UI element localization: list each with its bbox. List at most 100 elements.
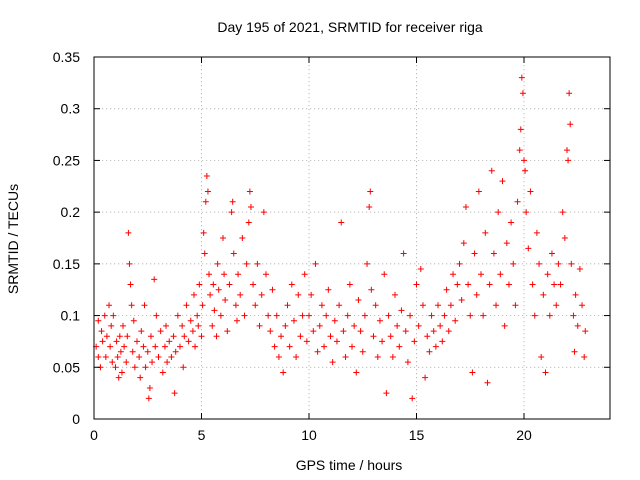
data-point	[559, 209, 566, 216]
data-point	[134, 338, 140, 345]
data-point	[118, 369, 125, 376]
data-point	[353, 369, 360, 376]
data-point	[349, 343, 355, 350]
data-point	[258, 291, 265, 298]
data-point	[130, 317, 137, 324]
data-point	[172, 348, 179, 355]
data-point	[522, 167, 529, 174]
data-point	[551, 281, 558, 288]
data-point	[121, 343, 128, 350]
data-point	[473, 291, 480, 298]
data-point	[503, 240, 510, 247]
data-point	[454, 281, 461, 288]
data-point	[409, 395, 416, 402]
data-point	[456, 260, 463, 267]
data-point	[127, 281, 134, 288]
data-point	[452, 317, 459, 324]
data-point	[499, 178, 506, 185]
data-point	[297, 333, 304, 340]
data-point	[183, 302, 190, 309]
data-point	[211, 307, 218, 314]
y-tick-label: 0.15	[53, 256, 80, 272]
data-point	[131, 364, 138, 371]
data-point	[361, 312, 368, 319]
data-point	[424, 333, 431, 340]
data-point	[478, 271, 484, 278]
data-point	[286, 343, 293, 350]
data-point	[521, 157, 527, 164]
data-point	[441, 312, 448, 319]
data-point	[95, 353, 102, 360]
x-tick-label: 20	[516, 427, 532, 443]
data-point	[447, 302, 454, 309]
data-point	[357, 328, 364, 335]
data-point	[327, 333, 334, 340]
y-tick-label: 0.25	[53, 152, 80, 168]
data-point	[260, 209, 267, 216]
data-point	[488, 167, 495, 174]
data-point	[336, 302, 343, 309]
data-point	[482, 229, 489, 236]
data-point	[290, 317, 297, 324]
data-point	[190, 291, 197, 298]
data-point	[450, 271, 457, 278]
data-point	[269, 286, 276, 293]
data-point	[232, 302, 239, 309]
data-point	[493, 302, 500, 309]
data-point	[398, 307, 405, 314]
data-point	[124, 333, 131, 340]
data-point	[581, 353, 588, 360]
data-point	[140, 343, 147, 350]
data-point	[465, 281, 472, 288]
data-point	[544, 271, 551, 278]
y-axis-label: SRMTID / TECUs	[5, 184, 21, 294]
data-point	[402, 328, 409, 335]
data-point	[510, 260, 517, 267]
y-tick-label: 0.35	[53, 49, 80, 65]
data-point	[443, 286, 450, 293]
data-point	[567, 121, 574, 128]
data-point	[95, 317, 102, 324]
data-point	[179, 322, 186, 329]
data-point	[247, 203, 254, 210]
data-point	[145, 395, 152, 402]
data-point	[241, 312, 248, 319]
data-point	[516, 147, 523, 154]
data-point	[171, 390, 178, 397]
data-point	[137, 374, 144, 381]
data-point	[200, 229, 207, 236]
data-point	[484, 379, 491, 386]
data-point	[106, 302, 113, 309]
data-point	[163, 322, 170, 329]
data-point	[102, 353, 109, 360]
data-point	[153, 312, 160, 319]
data-point	[196, 281, 203, 288]
data-point	[275, 353, 282, 360]
data-point	[415, 322, 422, 329]
data-point	[147, 333, 154, 340]
x-tick-label: 10	[301, 427, 317, 443]
data-point	[116, 333, 123, 340]
data-point	[157, 328, 164, 335]
data-point	[467, 312, 474, 319]
data-point	[495, 209, 502, 216]
data-point	[220, 235, 226, 241]
data-point	[564, 147, 570, 154]
data-point	[523, 209, 530, 216]
data-point	[508, 219, 515, 226]
x-tick-label: 15	[409, 427, 425, 443]
data-point	[318, 302, 325, 309]
data-point	[222, 297, 229, 304]
data-point	[501, 322, 508, 329]
data-point	[125, 229, 132, 236]
data-point	[364, 260, 371, 267]
data-point	[109, 359, 116, 366]
data-point	[271, 343, 278, 350]
data-point	[572, 291, 579, 298]
data-point	[98, 328, 105, 335]
data-point	[565, 157, 572, 164]
x-tick-label: 0	[90, 427, 98, 443]
data-point	[201, 250, 208, 257]
data-point	[226, 281, 233, 288]
